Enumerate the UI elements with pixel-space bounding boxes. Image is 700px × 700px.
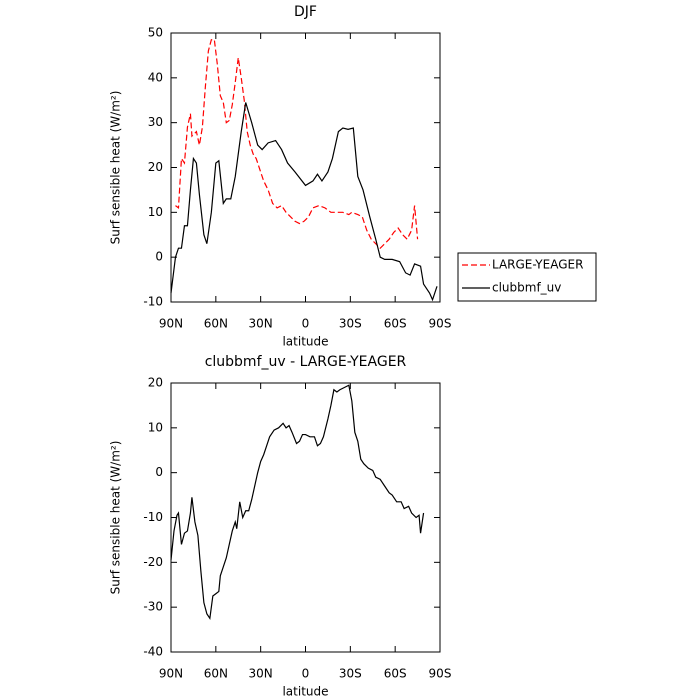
y-tick-label: 40 bbox=[148, 70, 163, 84]
x-tick-label: 30N bbox=[249, 667, 273, 681]
x-axis-label: latitude bbox=[282, 685, 328, 699]
y-axis-label: Surf sensible heat (W/m²) bbox=[109, 91, 123, 245]
data-line bbox=[170, 384, 425, 621]
y-tick-label: 30 bbox=[148, 115, 163, 129]
x-tick-label: 60N bbox=[204, 317, 228, 331]
y-tick-label: -10 bbox=[143, 510, 163, 524]
y-tick-label: 0 bbox=[155, 250, 163, 264]
x-tick-label: 0 bbox=[302, 317, 310, 331]
x-tick-label: 90S bbox=[429, 317, 452, 331]
x-tick-label: 30S bbox=[339, 317, 362, 331]
y-tick-label: -20 bbox=[143, 555, 163, 569]
x-tick-label: 30N bbox=[249, 317, 273, 331]
y-tick-label: 50 bbox=[148, 26, 163, 40]
y-tick-label: 10 bbox=[148, 205, 163, 219]
x-tick-label: 90S bbox=[429, 667, 452, 681]
x-axis-label: latitude bbox=[282, 335, 328, 349]
y-tick-label: 0 bbox=[155, 465, 163, 479]
x-tick-label: 90N bbox=[159, 317, 183, 331]
data-line bbox=[175, 39, 419, 250]
x-tick-label: 60S bbox=[384, 667, 407, 681]
x-tick-label: 60S bbox=[384, 317, 407, 331]
y-tick-label: -40 bbox=[143, 645, 163, 659]
data-line bbox=[170, 102, 438, 302]
legend-label: LARGE-YEAGER bbox=[492, 258, 583, 272]
x-tick-label: 0 bbox=[302, 667, 310, 681]
x-tick-label: 60N bbox=[204, 667, 228, 681]
x-tick-label: 90N bbox=[159, 667, 183, 681]
chart-title: DJF bbox=[294, 4, 317, 20]
legend-box bbox=[457, 252, 597, 302]
legend-label: clubbmf_uv bbox=[492, 281, 561, 295]
y-tick-label: -10 bbox=[143, 295, 163, 309]
y-tick-label: 10 bbox=[148, 420, 163, 434]
y-tick-label: -30 bbox=[143, 600, 163, 614]
y-tick-label: 20 bbox=[148, 376, 163, 390]
chart-title: clubbmf_uv - LARGE-YEAGER bbox=[205, 354, 407, 370]
y-axis-label: Surf sensible heat (W/m²) bbox=[109, 441, 123, 595]
y-tick-label: 20 bbox=[148, 160, 163, 174]
x-tick-label: 30S bbox=[339, 667, 362, 681]
